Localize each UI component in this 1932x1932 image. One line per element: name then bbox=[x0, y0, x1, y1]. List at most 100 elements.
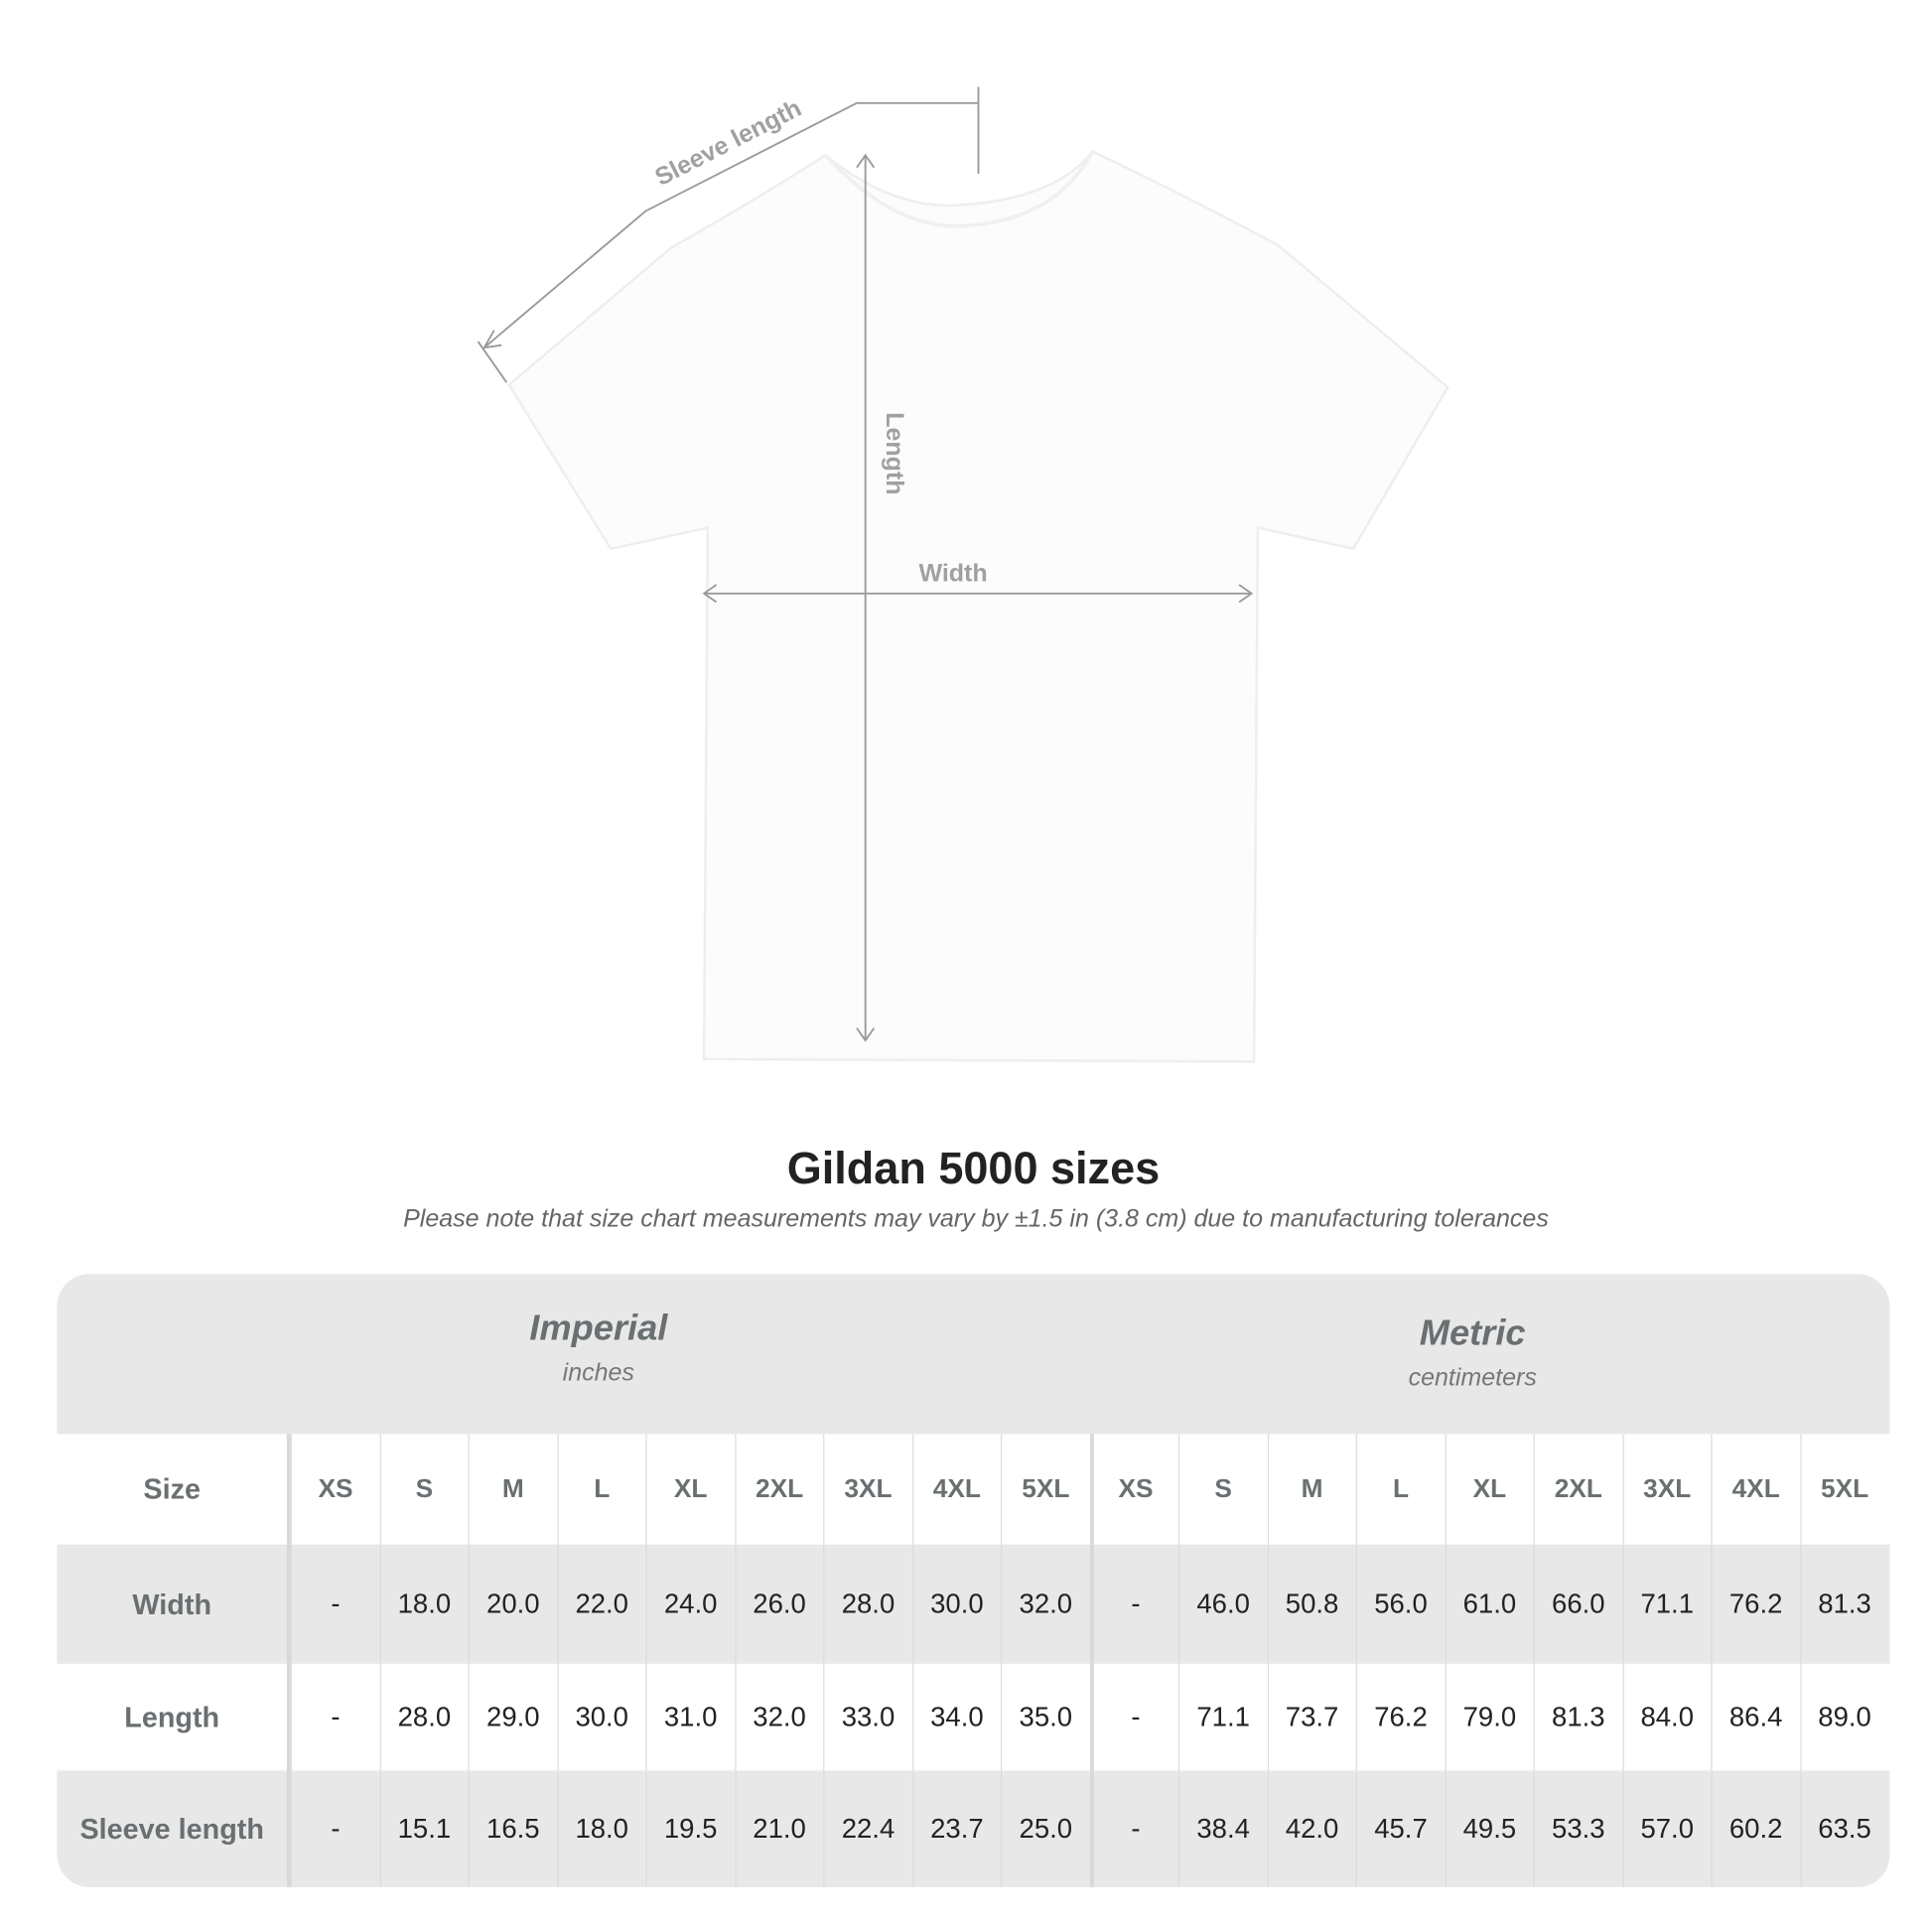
metric-value-cell: 66.0 bbox=[1533, 1544, 1621, 1664]
length-arrow-top bbox=[856, 153, 876, 169]
metric-value-cell: 63.5 bbox=[1799, 1770, 1888, 1887]
size-header-imperial: 2XL bbox=[734, 1434, 823, 1545]
page-title: Gildan 5000 sizes bbox=[786, 1142, 1161, 1193]
size-table: Imperial inches Metric centimeters Size X… bbox=[57, 1274, 1890, 1887]
size-header-imperial: M bbox=[468, 1434, 556, 1545]
imperial-value-cell: - bbox=[290, 1770, 379, 1887]
imperial-value-cell: 35.0 bbox=[1000, 1663, 1089, 1771]
sleeve-length-label: Sleeve length bbox=[650, 94, 805, 192]
imperial-unit: inches bbox=[562, 1359, 634, 1387]
size-header-row: Size XS S M L XL 2XL 3XL 4XL 5XL XS S M L XL 2XL 3XL 4XL 5… bbox=[58, 1434, 1890, 1545]
metric-value-cell: 89.0 bbox=[1799, 1663, 1888, 1771]
table-row: Width -18.0 20.0 22.0 24.0 26.0 28.0 30.0 32.0-4… bbox=[57, 1544, 1890, 1664]
table-row: Length -28.0 29.0 30.0 31.0 32.0 33.0 34.0 35.0-… bbox=[58, 1663, 1890, 1771]
metric-value-cell: 57.0 bbox=[1621, 1770, 1711, 1887]
tshirt-diagram: Sleeve length Length Width bbox=[477, 86, 1449, 1063]
imperial-value-cell: 32.0 bbox=[734, 1663, 823, 1771]
metric-value-cell: 71.1 bbox=[1621, 1544, 1711, 1664]
metric-value-cell: 42.0 bbox=[1267, 1770, 1355, 1887]
imperial-value-cell: 28.0 bbox=[379, 1663, 468, 1771]
imperial-value-cell: 32.0 bbox=[1000, 1544, 1089, 1664]
size-header-imperial: L bbox=[556, 1434, 645, 1545]
tolerance-note: Please note that size chart measurements… bbox=[403, 1205, 1549, 1233]
width-arrow-right bbox=[1238, 584, 1254, 604]
imperial-value-cell: 15.1 bbox=[379, 1770, 468, 1887]
imperial-value-cell: 26.0 bbox=[734, 1544, 823, 1664]
imperial-value-cell: 16.5 bbox=[468, 1770, 556, 1887]
imperial-value-cell: 19.5 bbox=[645, 1770, 734, 1887]
length-arrow-bottom bbox=[856, 1027, 876, 1042]
size-header-metric: 4XL bbox=[1711, 1434, 1799, 1545]
metric-value-cell: 61.0 bbox=[1445, 1544, 1533, 1664]
width-label: Width bbox=[918, 559, 987, 587]
imperial-value-cell: - bbox=[290, 1663, 379, 1771]
metric-value-cell: 81.3 bbox=[1799, 1544, 1888, 1664]
metric-header: Metric centimeters bbox=[1224, 1313, 1721, 1393]
size-header-imperial: XL bbox=[645, 1434, 734, 1545]
metric-value-cell: 38.4 bbox=[1177, 1770, 1267, 1887]
imperial-value-cell: 29.0 bbox=[468, 1663, 556, 1771]
imperial-value-cell: 21.0 bbox=[734, 1770, 823, 1887]
imperial-value-cell: 24.0 bbox=[645, 1544, 734, 1664]
metric-value-cell: 53.3 bbox=[1533, 1770, 1621, 1887]
size-header-metric: 2XL bbox=[1533, 1434, 1621, 1545]
sleeve-tick-end bbox=[477, 341, 508, 383]
imperial-value-cell: 34.0 bbox=[911, 1663, 1001, 1771]
imperial-value-cell: 33.0 bbox=[823, 1663, 911, 1771]
tshirt-shape bbox=[507, 150, 1449, 1063]
metric-value-cell: - bbox=[1089, 1663, 1177, 1771]
size-header-metric: 5XL bbox=[1799, 1434, 1888, 1545]
metric-value-cell: 86.4 bbox=[1711, 1663, 1799, 1771]
table-row: Sleeve length -15.1 16.5 18.0 19.5 21.0 22.4 23… bbox=[57, 1770, 1890, 1887]
length-label: Length bbox=[881, 412, 908, 494]
imperial-value-cell: 22.0 bbox=[556, 1544, 645, 1664]
size-header-metric: XS bbox=[1089, 1434, 1177, 1545]
imperial-value-cell: 28.0 bbox=[823, 1544, 911, 1664]
row-label: Length bbox=[58, 1663, 291, 1771]
metric-value-cell: 50.8 bbox=[1267, 1544, 1355, 1664]
sleeve-arrowhead bbox=[482, 330, 502, 349]
size-header-metric: XL bbox=[1445, 1434, 1533, 1545]
size-header-imperial: 4XL bbox=[911, 1434, 1001, 1545]
row-label-size: Size bbox=[58, 1434, 291, 1545]
sleeve-length-line bbox=[483, 101, 979, 348]
metric-value-cell: 73.7 bbox=[1267, 1663, 1355, 1771]
unit-header-band bbox=[57, 1274, 1890, 1435]
row-label: Sleeve length bbox=[58, 1770, 291, 1887]
metric-value-cell: 84.0 bbox=[1621, 1663, 1711, 1771]
width-arrow-left bbox=[702, 584, 718, 604]
metric-value-cell: 60.2 bbox=[1711, 1770, 1799, 1887]
size-header-imperial: 3XL bbox=[823, 1434, 911, 1545]
imperial-value-cell: - bbox=[290, 1544, 379, 1664]
metric-value-cell: 81.3 bbox=[1533, 1663, 1621, 1771]
metric-value-cell: 76.2 bbox=[1711, 1544, 1799, 1664]
size-header-metric: L bbox=[1355, 1434, 1445, 1545]
imperial-value-cell: 18.0 bbox=[556, 1770, 645, 1887]
row-label: Width bbox=[58, 1544, 291, 1664]
metric-value-cell: 49.5 bbox=[1445, 1770, 1533, 1887]
size-header-metric: 3XL bbox=[1621, 1434, 1711, 1545]
metric-unit: centimeters bbox=[1408, 1364, 1537, 1392]
imperial-value-cell: 31.0 bbox=[645, 1663, 734, 1771]
metric-value-cell: 76.2 bbox=[1355, 1663, 1445, 1771]
imperial-value-cell: 30.0 bbox=[911, 1544, 1001, 1664]
size-header-imperial: 5XL bbox=[1000, 1434, 1089, 1545]
metric-value-cell: 79.0 bbox=[1445, 1663, 1533, 1771]
size-header-metric: M bbox=[1267, 1434, 1355, 1545]
metric-value-cell: 45.7 bbox=[1355, 1770, 1445, 1887]
imperial-value-cell: 23.7 bbox=[911, 1770, 1001, 1887]
metric-value-cell: - bbox=[1089, 1544, 1177, 1664]
size-header-metric: S bbox=[1177, 1434, 1267, 1545]
metric-value-cell: 46.0 bbox=[1177, 1544, 1267, 1664]
imperial-header: Imperial inches bbox=[350, 1309, 847, 1388]
imperial-value-cell: 22.4 bbox=[823, 1770, 911, 1887]
metric-value-cell: - bbox=[1089, 1770, 1177, 1887]
imperial-value-cell: 25.0 bbox=[1000, 1770, 1089, 1887]
imperial-title: Imperial bbox=[529, 1309, 668, 1349]
size-header-imperial: S bbox=[379, 1434, 468, 1545]
size-header-imperial: XS bbox=[290, 1434, 379, 1545]
metric-value-cell: 71.1 bbox=[1177, 1663, 1267, 1771]
metric-title: Metric bbox=[1419, 1313, 1526, 1354]
imperial-value-cell: 30.0 bbox=[556, 1663, 645, 1771]
imperial-value-cell: 20.0 bbox=[468, 1544, 556, 1664]
